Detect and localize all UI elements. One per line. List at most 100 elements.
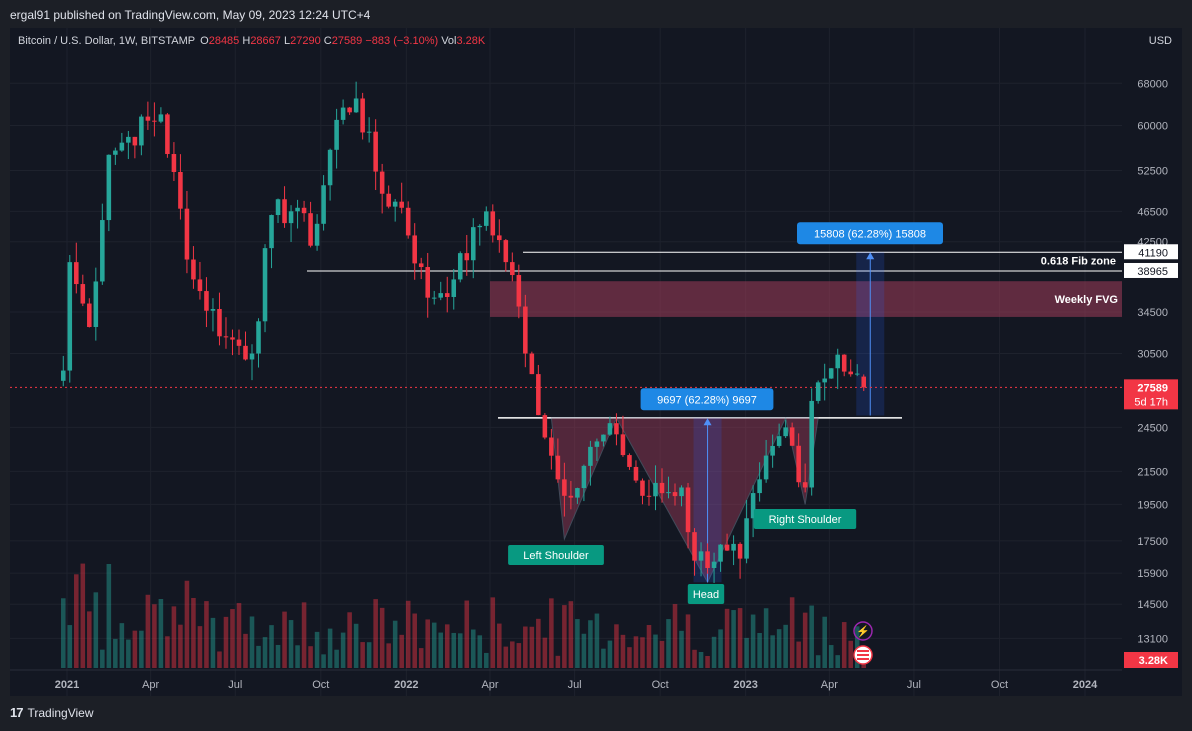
candle-body — [204, 291, 209, 311]
high-label: H — [242, 35, 251, 47]
candle-body — [841, 354, 847, 372]
candle-body — [425, 267, 430, 298]
volume-bar — [542, 637, 548, 668]
weekly-fvg-zone — [490, 281, 1122, 317]
volume-bar — [503, 646, 509, 668]
candle-body — [61, 370, 66, 381]
volume-bar — [145, 594, 151, 668]
volume-bar — [269, 625, 274, 668]
candle-body — [327, 149, 333, 186]
volume-bar — [737, 608, 743, 668]
candle-body — [386, 193, 391, 207]
grid — [10, 28, 1122, 696]
candle-body — [666, 492, 671, 494]
candle-body — [640, 480, 645, 496]
price-tick-label: 34500 — [1137, 307, 1168, 319]
volume-bar — [692, 649, 697, 668]
measure-small-arrow-head — [703, 418, 712, 426]
candle-body — [379, 171, 385, 194]
price-tick-label: 19500 — [1137, 499, 1168, 511]
candle-body — [744, 518, 749, 559]
volume-bar — [490, 597, 496, 668]
candle-body — [256, 321, 261, 354]
volume-bar — [366, 642, 372, 668]
volume-bar — [139, 630, 144, 668]
candle-body — [106, 154, 112, 221]
candle-body — [698, 551, 704, 561]
candle-body — [776, 436, 782, 446]
candle-body — [646, 495, 652, 497]
candle-body — [848, 371, 853, 375]
volume-bar — [627, 647, 632, 668]
measure-small-label: 9697 (62.28%) 9697 — [657, 394, 757, 406]
candle-body — [152, 120, 157, 122]
candle-body — [484, 211, 489, 226]
candle-body — [770, 445, 775, 456]
candle-body — [724, 544, 730, 551]
volume-bar — [776, 629, 782, 668]
candle-body — [470, 227, 476, 261]
candle-body — [815, 382, 821, 401]
volume-bar — [288, 620, 294, 668]
candle-body — [360, 98, 365, 133]
candle-body — [191, 259, 196, 280]
candle-body — [418, 263, 424, 268]
volume-bar — [106, 563, 112, 668]
candle-body — [627, 455, 632, 467]
measure-big-label-bg — [797, 222, 943, 245]
volume-bar — [633, 636, 639, 668]
pattern-annotations — [10, 251, 1122, 584]
right-shoulder-label-bg — [753, 509, 857, 529]
volume-bar — [405, 600, 411, 668]
volume-bar — [568, 601, 574, 668]
candle-body — [861, 376, 867, 388]
price-tick-label: 14500 — [1137, 599, 1168, 611]
candle-body — [731, 543, 736, 551]
volume-bar — [126, 639, 131, 668]
head-label: Head — [693, 589, 719, 601]
volume-bar — [223, 616, 229, 668]
volume-bar — [210, 617, 216, 668]
volume-bar — [379, 607, 385, 668]
candle-body — [132, 136, 138, 146]
candle-body — [809, 400, 814, 488]
chart-svg[interactable]: Weekly FVG 0.618 Fib zone 9697 (62.28%) 96… — [10, 28, 1182, 696]
volume-bar — [789, 597, 795, 668]
candle-body — [126, 136, 131, 143]
volume-bar — [334, 649, 339, 668]
symbol-legend: Bitcoin / U.S. Dollar, 1W, BITSTAMP O284… — [18, 35, 485, 47]
candle-body — [763, 455, 769, 480]
volume-bar — [314, 631, 320, 668]
volume-bar — [484, 652, 489, 668]
candle-body — [594, 441, 600, 447]
candle-body — [757, 479, 762, 494]
volume-bar — [80, 563, 86, 668]
time-tick-label: Apr — [821, 679, 838, 691]
last-price-bg — [1124, 379, 1178, 410]
volume-bar — [243, 633, 248, 668]
close-value: 27589 — [331, 35, 363, 47]
volume-bar — [431, 622, 437, 668]
candle-body — [614, 423, 619, 435]
time-tick-label: Apr — [142, 679, 159, 691]
volume-bar — [815, 655, 821, 668]
time-tick-label: Apr — [481, 679, 498, 691]
brand-name: TradingView — [27, 705, 94, 720]
tradingview-logo-icon: 17 — [10, 705, 24, 720]
lightning-glyph-icon: ⚡ — [856, 625, 870, 638]
volume-bar — [588, 620, 593, 668]
candle-body — [438, 293, 444, 298]
volume-bar — [171, 606, 177, 668]
candle-body — [93, 281, 99, 327]
volume-bar — [301, 602, 307, 668]
volume-bar — [197, 626, 203, 668]
candle-body — [288, 211, 294, 224]
candle-body — [249, 353, 255, 360]
candle-body — [783, 427, 788, 437]
candle-body — [223, 336, 229, 338]
chart-area[interactable]: Weekly FVG 0.618 Fib zone 9697 (62.28%) 96… — [10, 28, 1182, 696]
time-axis: 2021 Apr Jul Oct 2022 Apr Jul Oct 2023 Apr Jul Oct 2… — [10, 669, 1122, 691]
volume-bar — [93, 592, 99, 668]
candle-body — [392, 201, 398, 207]
time-tick-label: Jul — [228, 679, 242, 691]
